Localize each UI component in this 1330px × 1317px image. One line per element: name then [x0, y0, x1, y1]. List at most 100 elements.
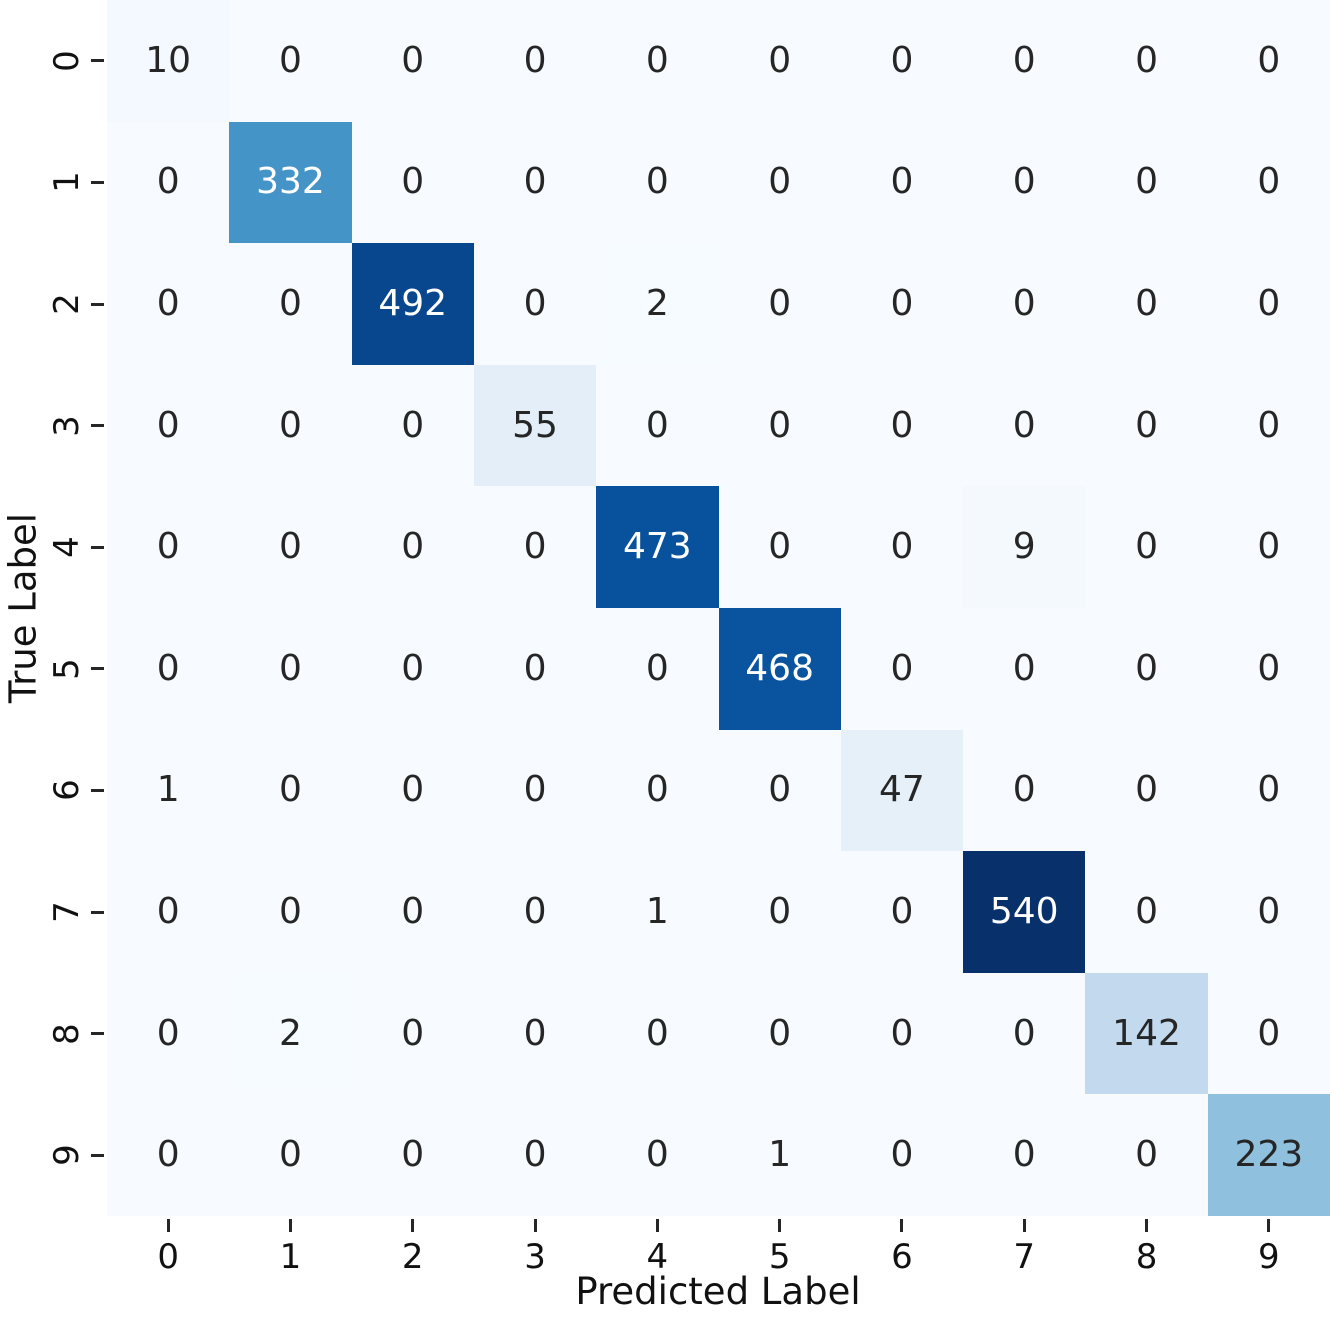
y-tick-label: 3 [47, 414, 87, 437]
heatmap-cell: 0 [1207, 0, 1330, 122]
heatmap-cell: 0 [351, 0, 474, 122]
y-axis-tick [91, 667, 104, 671]
y-axis-tick [91, 59, 104, 63]
y-axis-tick [91, 1032, 104, 1036]
heatmap-cell: 0 [229, 243, 352, 365]
heatmap-cell: 0 [840, 851, 964, 973]
heatmap-cell: 0 [351, 972, 474, 1095]
heatmap-cell: 0 [963, 0, 1086, 122]
heatmap-cell: 0 [107, 972, 230, 1095]
heatmap-cell: 0 [1207, 364, 1330, 487]
heatmap-cell: 0 [1085, 121, 1208, 244]
x-tick-label: 2 [401, 1237, 424, 1277]
heatmap-cell: 0 [718, 972, 841, 1095]
heatmap-cell: 0 [718, 851, 841, 973]
heatmap-cell: 0 [1207, 121, 1330, 244]
heatmap-cell: 0 [1085, 486, 1208, 608]
x-tick-label: 4 [646, 1237, 669, 1277]
heatmap-cell: 0 [596, 729, 719, 852]
heatmap-cell: 10 [107, 0, 230, 122]
heatmap-cell: 0 [229, 486, 352, 608]
heatmap-cell: 0 [596, 0, 719, 122]
heatmap-cell: 142 [1085, 972, 1208, 1095]
heatmap-cell: 0 [1207, 243, 1330, 365]
heatmap-cell: 492 [351, 243, 474, 365]
heatmap-cell: 1 [718, 1094, 841, 1216]
heatmap-cell: 0 [1085, 607, 1208, 730]
y-tick-label: 6 [47, 779, 87, 802]
y-tick-label: 0 [47, 49, 87, 72]
heatmap-cell: 468 [718, 607, 841, 730]
y-tick-label: 1 [47, 171, 87, 194]
x-tick-label: 9 [1258, 1237, 1280, 1277]
heatmap-cell: 0 [107, 364, 230, 487]
x-tick-label: 7 [1013, 1237, 1036, 1277]
x-axis-tick [1267, 1219, 1271, 1232]
heatmap-cell: 0 [351, 364, 474, 487]
heatmap-cell: 0 [229, 0, 352, 122]
heatmap-cell: 0 [840, 121, 964, 244]
heatmap-cell: 540 [963, 851, 1086, 973]
y-tick-label: 9 [47, 1144, 87, 1167]
heatmap-cell: 0 [1085, 243, 1208, 365]
heatmap-cell: 0 [1207, 972, 1330, 1095]
heatmap-cell: 0 [351, 729, 474, 852]
x-axis-tick [900, 1219, 904, 1232]
heatmap-cell: 0 [473, 243, 597, 365]
heatmap-cell: 0 [107, 851, 230, 973]
heatmap-cell: 0 [718, 364, 841, 487]
heatmap-cell: 0 [718, 121, 841, 244]
heatmap-cell: 0 [229, 851, 352, 973]
heatmap-cell: 0 [840, 364, 964, 487]
heatmap-cell: 0 [473, 972, 597, 1095]
x-axis-tick [533, 1219, 537, 1232]
y-tick-label: 2 [47, 293, 87, 315]
x-axis-tick [166, 1219, 170, 1232]
heatmap-cell: 0 [473, 486, 597, 608]
heatmap-cell: 0 [963, 607, 1086, 730]
heatmap-cell: 0 [107, 1094, 230, 1216]
heatmap-cell: 0 [1085, 1094, 1208, 1216]
heatmap-cell: 0 [229, 607, 352, 730]
heatmap-cell: 9 [963, 486, 1086, 608]
x-tick-label: 1 [279, 1237, 302, 1277]
heatmap-cell: 0 [718, 243, 841, 365]
x-tick-label: 8 [1135, 1237, 1158, 1277]
x-axis-tick [288, 1219, 292, 1232]
heatmap-cell: 0 [473, 729, 597, 852]
heatmap-cell: 0 [473, 851, 597, 973]
y-axis-tick [91, 545, 104, 549]
heatmap-cell: 0 [963, 121, 1086, 244]
heatmap-cell: 0 [473, 1094, 597, 1216]
x-axis-tick [1022, 1219, 1026, 1232]
heatmap-cell: 0 [107, 607, 230, 730]
heatmap-cell: 0 [1207, 851, 1330, 973]
x-axis-tick [778, 1219, 782, 1232]
heatmap-cell: 0 [107, 486, 230, 608]
heatmap-cell: 223 [1207, 1094, 1330, 1216]
y-axis-tick [91, 788, 104, 792]
heatmap-cell: 0 [840, 972, 964, 1095]
heatmap-cell: 0 [963, 1094, 1086, 1216]
heatmap-cell: 1 [107, 729, 230, 852]
heatmap-cell: 0 [1207, 607, 1330, 730]
heatmap-cell: 0 [473, 0, 597, 122]
heatmap-cell: 0 [1085, 364, 1208, 487]
heatmap-cell: 0 [351, 607, 474, 730]
heatmap-cell: 0 [718, 0, 841, 122]
heatmap-cell: 0 [840, 607, 964, 730]
heatmap-cell: 0 [840, 0, 964, 122]
heatmap-cell: 0 [351, 121, 474, 244]
heatmap-cell: 0 [351, 851, 474, 973]
heatmap-cell: 2 [596, 243, 719, 365]
heatmap-cell: 0 [963, 729, 1086, 852]
heatmap-cell: 0 [107, 121, 230, 244]
y-tick-label: 5 [47, 657, 87, 680]
x-axis-tick [1145, 1219, 1149, 1232]
heatmap-cell: 0 [473, 121, 597, 244]
y-axis-tick [91, 180, 104, 184]
heatmap-cell: 0 [596, 1094, 719, 1216]
heatmap-cell: 0 [596, 607, 719, 730]
heatmap-cell: 0 [963, 972, 1086, 1095]
